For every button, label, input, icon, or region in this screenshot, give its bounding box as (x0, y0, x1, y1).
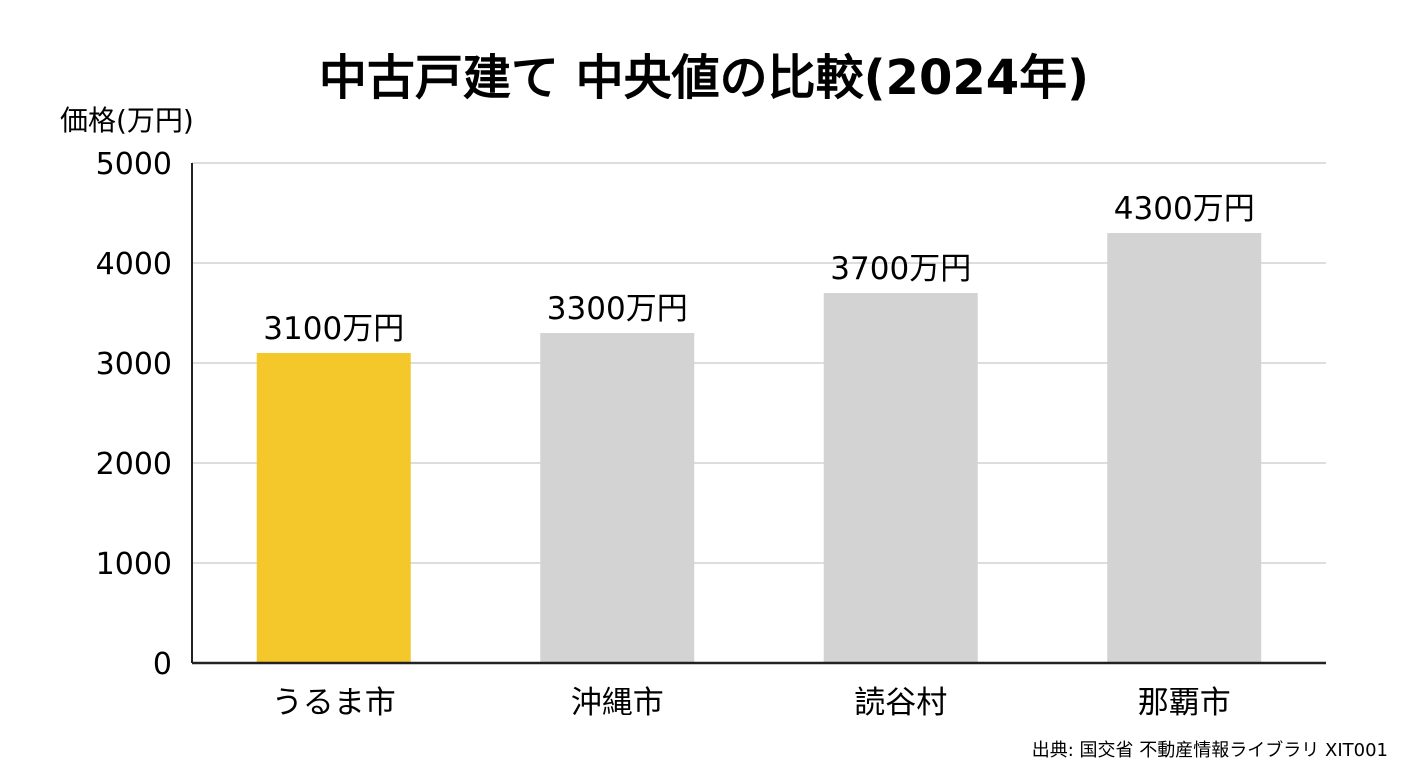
x-tick-label: 沖縄市 (571, 685, 664, 721)
y-tick-label: 5000 (96, 147, 172, 182)
bar (823, 293, 978, 663)
source-note: 出典: 国交省 不動産情報ライブラリ XIT001 (1032, 739, 1388, 761)
bars (256, 233, 1262, 663)
y-tick-label: 1000 (96, 547, 172, 582)
bar (256, 353, 411, 663)
bar (540, 333, 695, 663)
bar (1107, 233, 1262, 663)
x-axis-ticks: うるま市 沖縄市 読谷村 那覇市 (272, 685, 1231, 721)
y-tick-label: 4000 (96, 247, 172, 282)
y-tick-label: 0 (153, 647, 172, 682)
data-label: 3300万円 (547, 291, 688, 327)
y-tick-label: 2000 (96, 447, 172, 482)
data-label: 3100万円 (263, 311, 404, 347)
data-label: 4300万円 (1114, 191, 1255, 227)
data-labels: 3100万円 3300万円 3700万円 4300万円 (263, 191, 1254, 347)
x-tick-label: 那覇市 (1138, 685, 1231, 721)
x-tick-label: うるま市 (272, 685, 396, 721)
chart-title: 中古戸建て 中央値の比較(2024年) (319, 50, 1089, 106)
y-axis-ticks: 0 1000 2000 3000 4000 5000 (96, 147, 172, 682)
y-tick-label: 3000 (96, 347, 172, 382)
data-label: 3700万円 (830, 251, 971, 287)
y-axis-label: 価格(万円) (60, 104, 194, 137)
x-tick-label: 読谷村 (854, 685, 947, 721)
